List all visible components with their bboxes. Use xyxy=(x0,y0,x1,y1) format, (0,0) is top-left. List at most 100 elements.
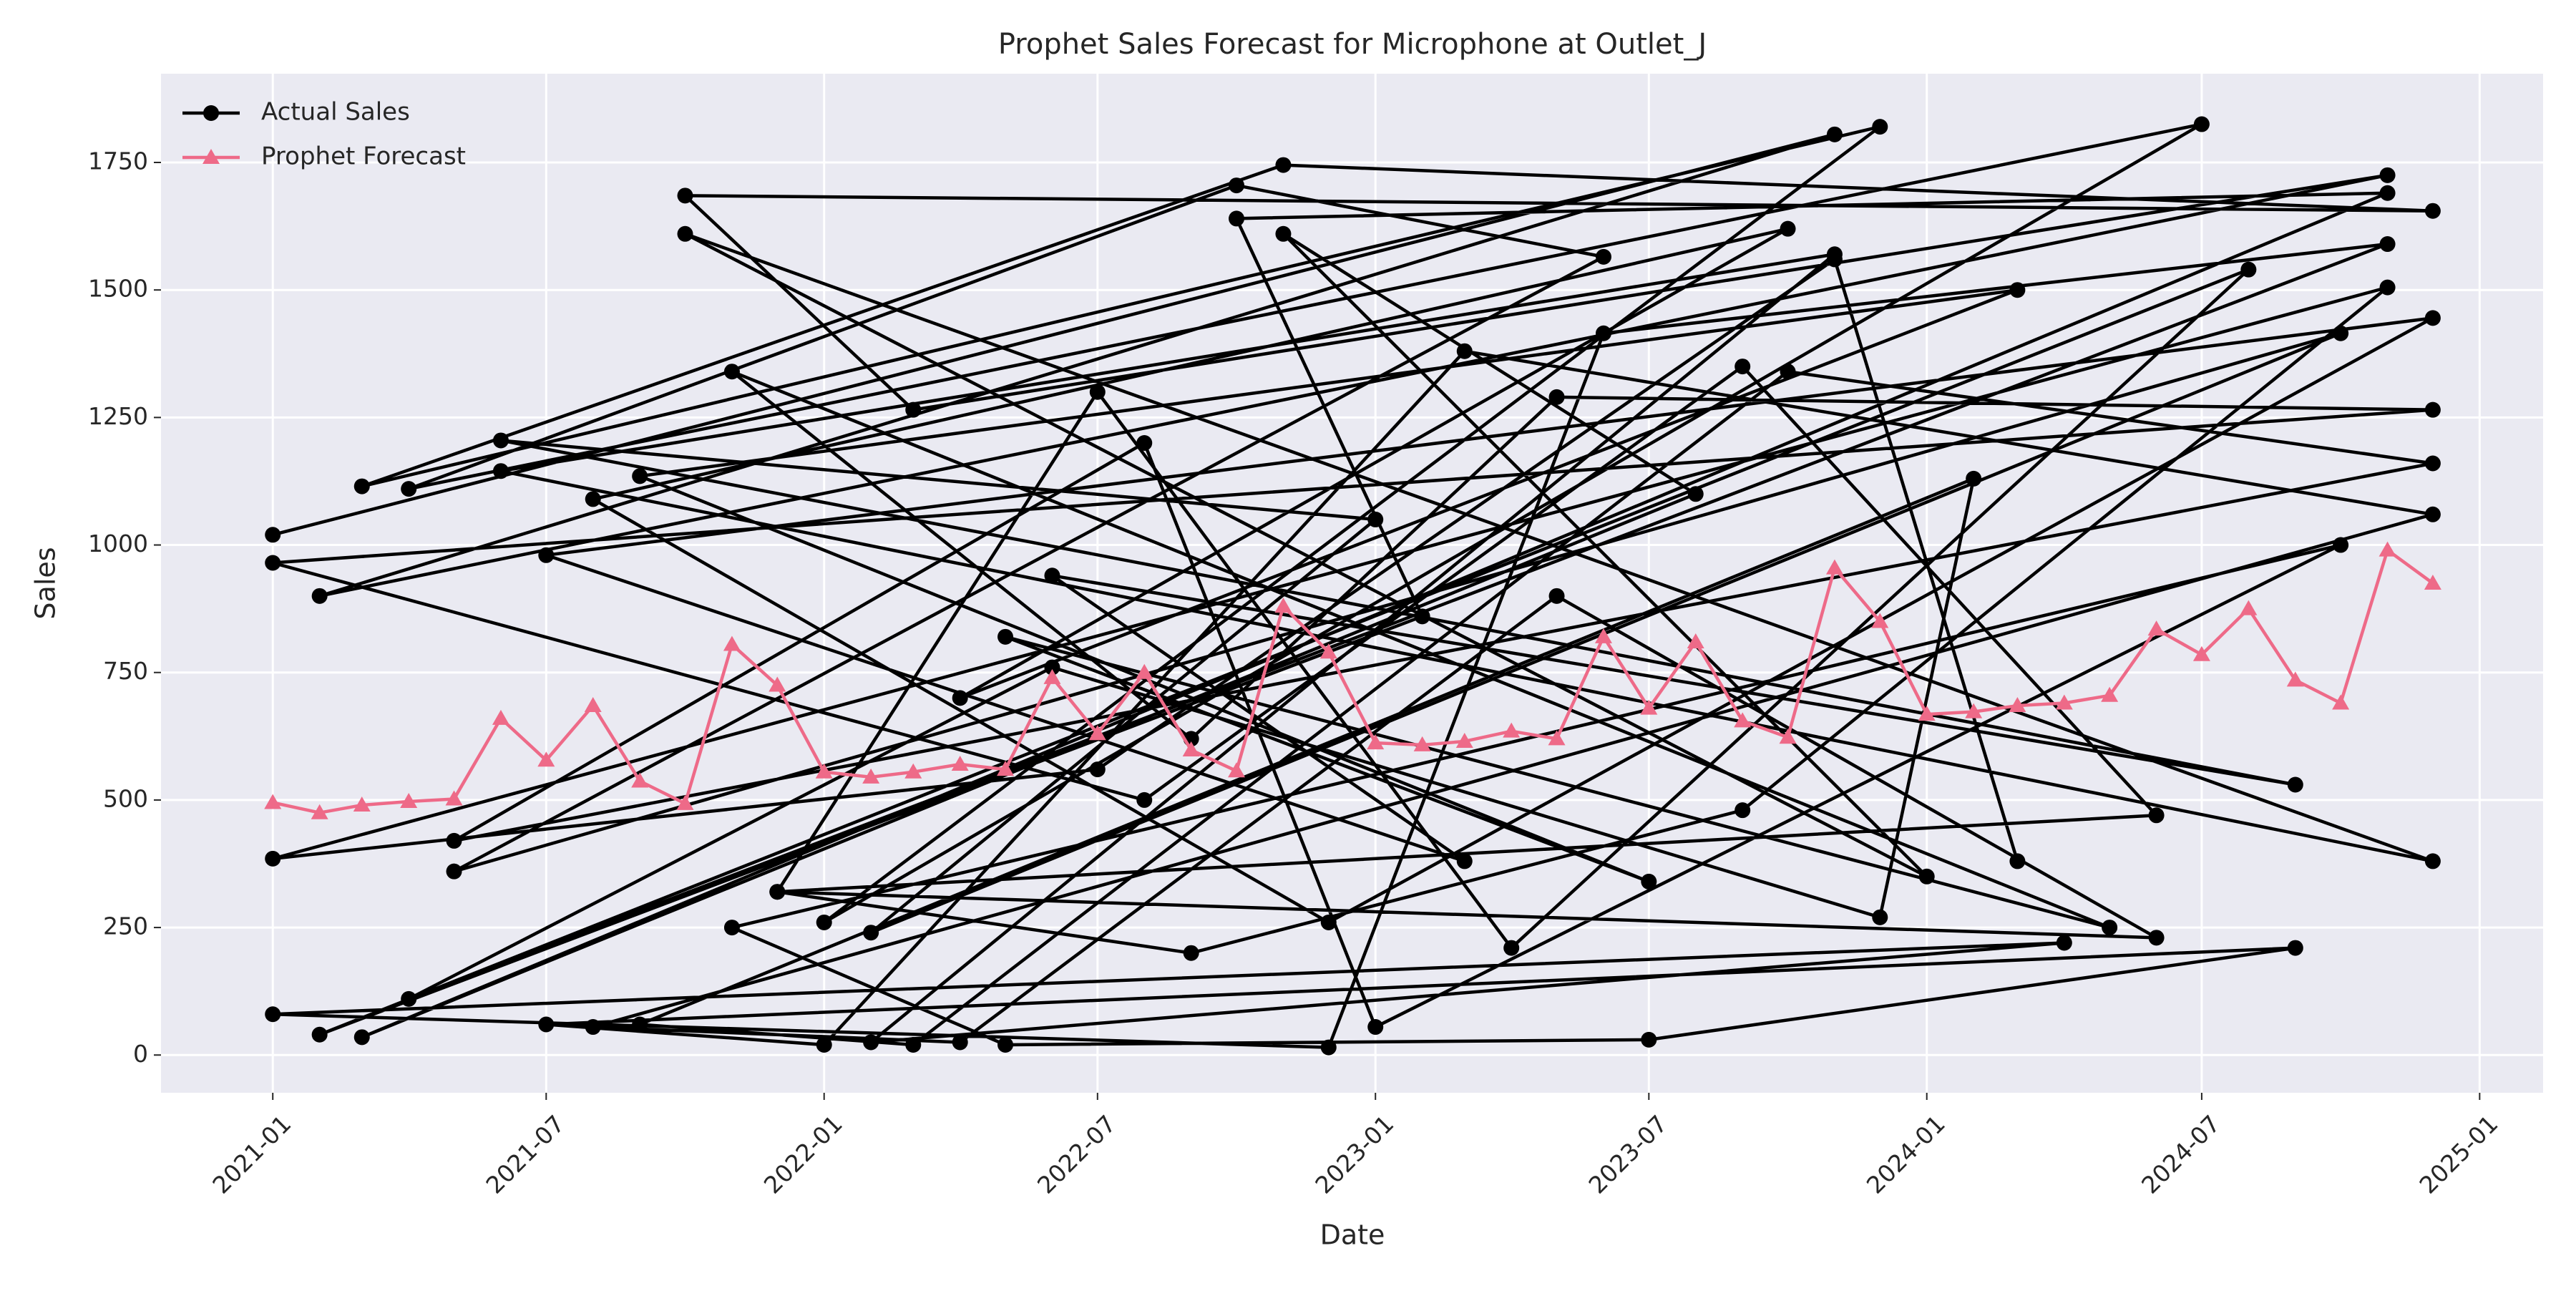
marker xyxy=(863,925,879,941)
x-tick-label: 2023-01 xyxy=(1309,1110,1399,1199)
y-axis-label: Sales xyxy=(30,547,62,619)
marker xyxy=(1367,511,1384,527)
marker xyxy=(584,697,602,713)
x-tick-label: 2022-01 xyxy=(758,1110,848,1199)
marker xyxy=(2009,282,2026,298)
marker xyxy=(1735,359,1751,375)
marker xyxy=(1319,643,1337,659)
marker xyxy=(1918,706,1936,721)
marker xyxy=(1044,567,1060,584)
marker xyxy=(1089,761,1106,778)
y-tick-label: 1750 xyxy=(88,147,148,175)
legend-marker xyxy=(203,105,219,121)
marker xyxy=(1641,1031,1657,1048)
marker xyxy=(769,676,786,692)
marker xyxy=(723,635,741,651)
marker xyxy=(2424,506,2441,522)
marker xyxy=(1414,608,1430,625)
marker xyxy=(311,804,328,819)
marker xyxy=(2287,776,2303,793)
marker xyxy=(1229,177,1245,194)
marker xyxy=(816,914,832,930)
marker xyxy=(952,690,968,706)
y-tick-label: 1000 xyxy=(88,530,148,557)
marker xyxy=(632,1016,648,1033)
marker xyxy=(2148,807,2165,824)
marker xyxy=(1548,389,1565,405)
marker xyxy=(1641,873,1657,890)
chart-title: Prophet Sales Forecast for Microphone at… xyxy=(998,28,1707,61)
marker xyxy=(905,1037,922,1053)
marker xyxy=(1455,732,1473,748)
marker xyxy=(1136,663,1153,679)
marker xyxy=(1367,734,1385,750)
marker xyxy=(401,481,417,497)
marker xyxy=(723,920,740,936)
marker xyxy=(631,772,649,788)
marker xyxy=(1088,725,1106,741)
y-tick-label: 500 xyxy=(103,784,148,812)
marker xyxy=(677,225,693,242)
marker xyxy=(1594,628,1612,643)
marker xyxy=(1595,325,1611,341)
marker xyxy=(1780,364,1796,380)
marker xyxy=(445,790,463,806)
series-line xyxy=(272,548,2434,814)
marker xyxy=(1640,699,1658,715)
marker xyxy=(1182,741,1200,757)
marker xyxy=(265,850,281,867)
marker xyxy=(446,863,462,880)
marker xyxy=(1826,126,1843,142)
marker xyxy=(537,751,555,767)
marker xyxy=(2424,401,2441,418)
x-tick-label: 2023-07 xyxy=(1583,1110,1672,1199)
marker xyxy=(1918,868,1935,885)
marker xyxy=(2101,686,2119,702)
marker xyxy=(997,761,1015,776)
marker xyxy=(492,432,509,449)
marker xyxy=(2192,646,2210,661)
marker xyxy=(400,793,418,809)
marker xyxy=(1043,668,1061,684)
marker xyxy=(264,794,282,809)
marker xyxy=(1183,945,1199,961)
marker xyxy=(585,491,601,507)
legend-label: Actual Sales xyxy=(261,98,410,127)
marker xyxy=(2424,575,2441,590)
y-tick-label: 750 xyxy=(103,657,148,685)
marker xyxy=(1966,470,1982,487)
marker xyxy=(2102,920,2118,936)
marker xyxy=(632,468,648,484)
marker xyxy=(538,547,555,563)
marker xyxy=(1456,853,1473,869)
marker xyxy=(2009,853,2026,869)
marker xyxy=(353,478,370,495)
y-tick-label: 1500 xyxy=(88,275,148,303)
marker xyxy=(1503,722,1521,738)
marker xyxy=(904,763,922,779)
marker xyxy=(1872,909,1888,925)
marker xyxy=(1044,659,1060,676)
marker xyxy=(2056,935,2072,951)
marker xyxy=(1413,736,1431,751)
marker xyxy=(863,1034,879,1051)
marker xyxy=(1089,384,1106,400)
x-tick-label: 2021-01 xyxy=(207,1110,296,1199)
marker xyxy=(1228,762,1246,778)
marker xyxy=(2379,236,2396,253)
marker xyxy=(1826,251,1843,268)
marker xyxy=(585,1019,601,1036)
marker xyxy=(2379,541,2396,557)
marker xyxy=(1136,791,1153,808)
marker xyxy=(538,1016,555,1033)
marker xyxy=(2148,930,2165,946)
marker xyxy=(2424,853,2441,869)
marker xyxy=(1274,598,1292,613)
marker xyxy=(265,527,281,543)
marker xyxy=(2287,940,2303,956)
x-tick-label: 2021-07 xyxy=(480,1110,570,1199)
series-line xyxy=(270,122,2435,1049)
x-tick-label: 2025-01 xyxy=(2414,1110,2503,1199)
